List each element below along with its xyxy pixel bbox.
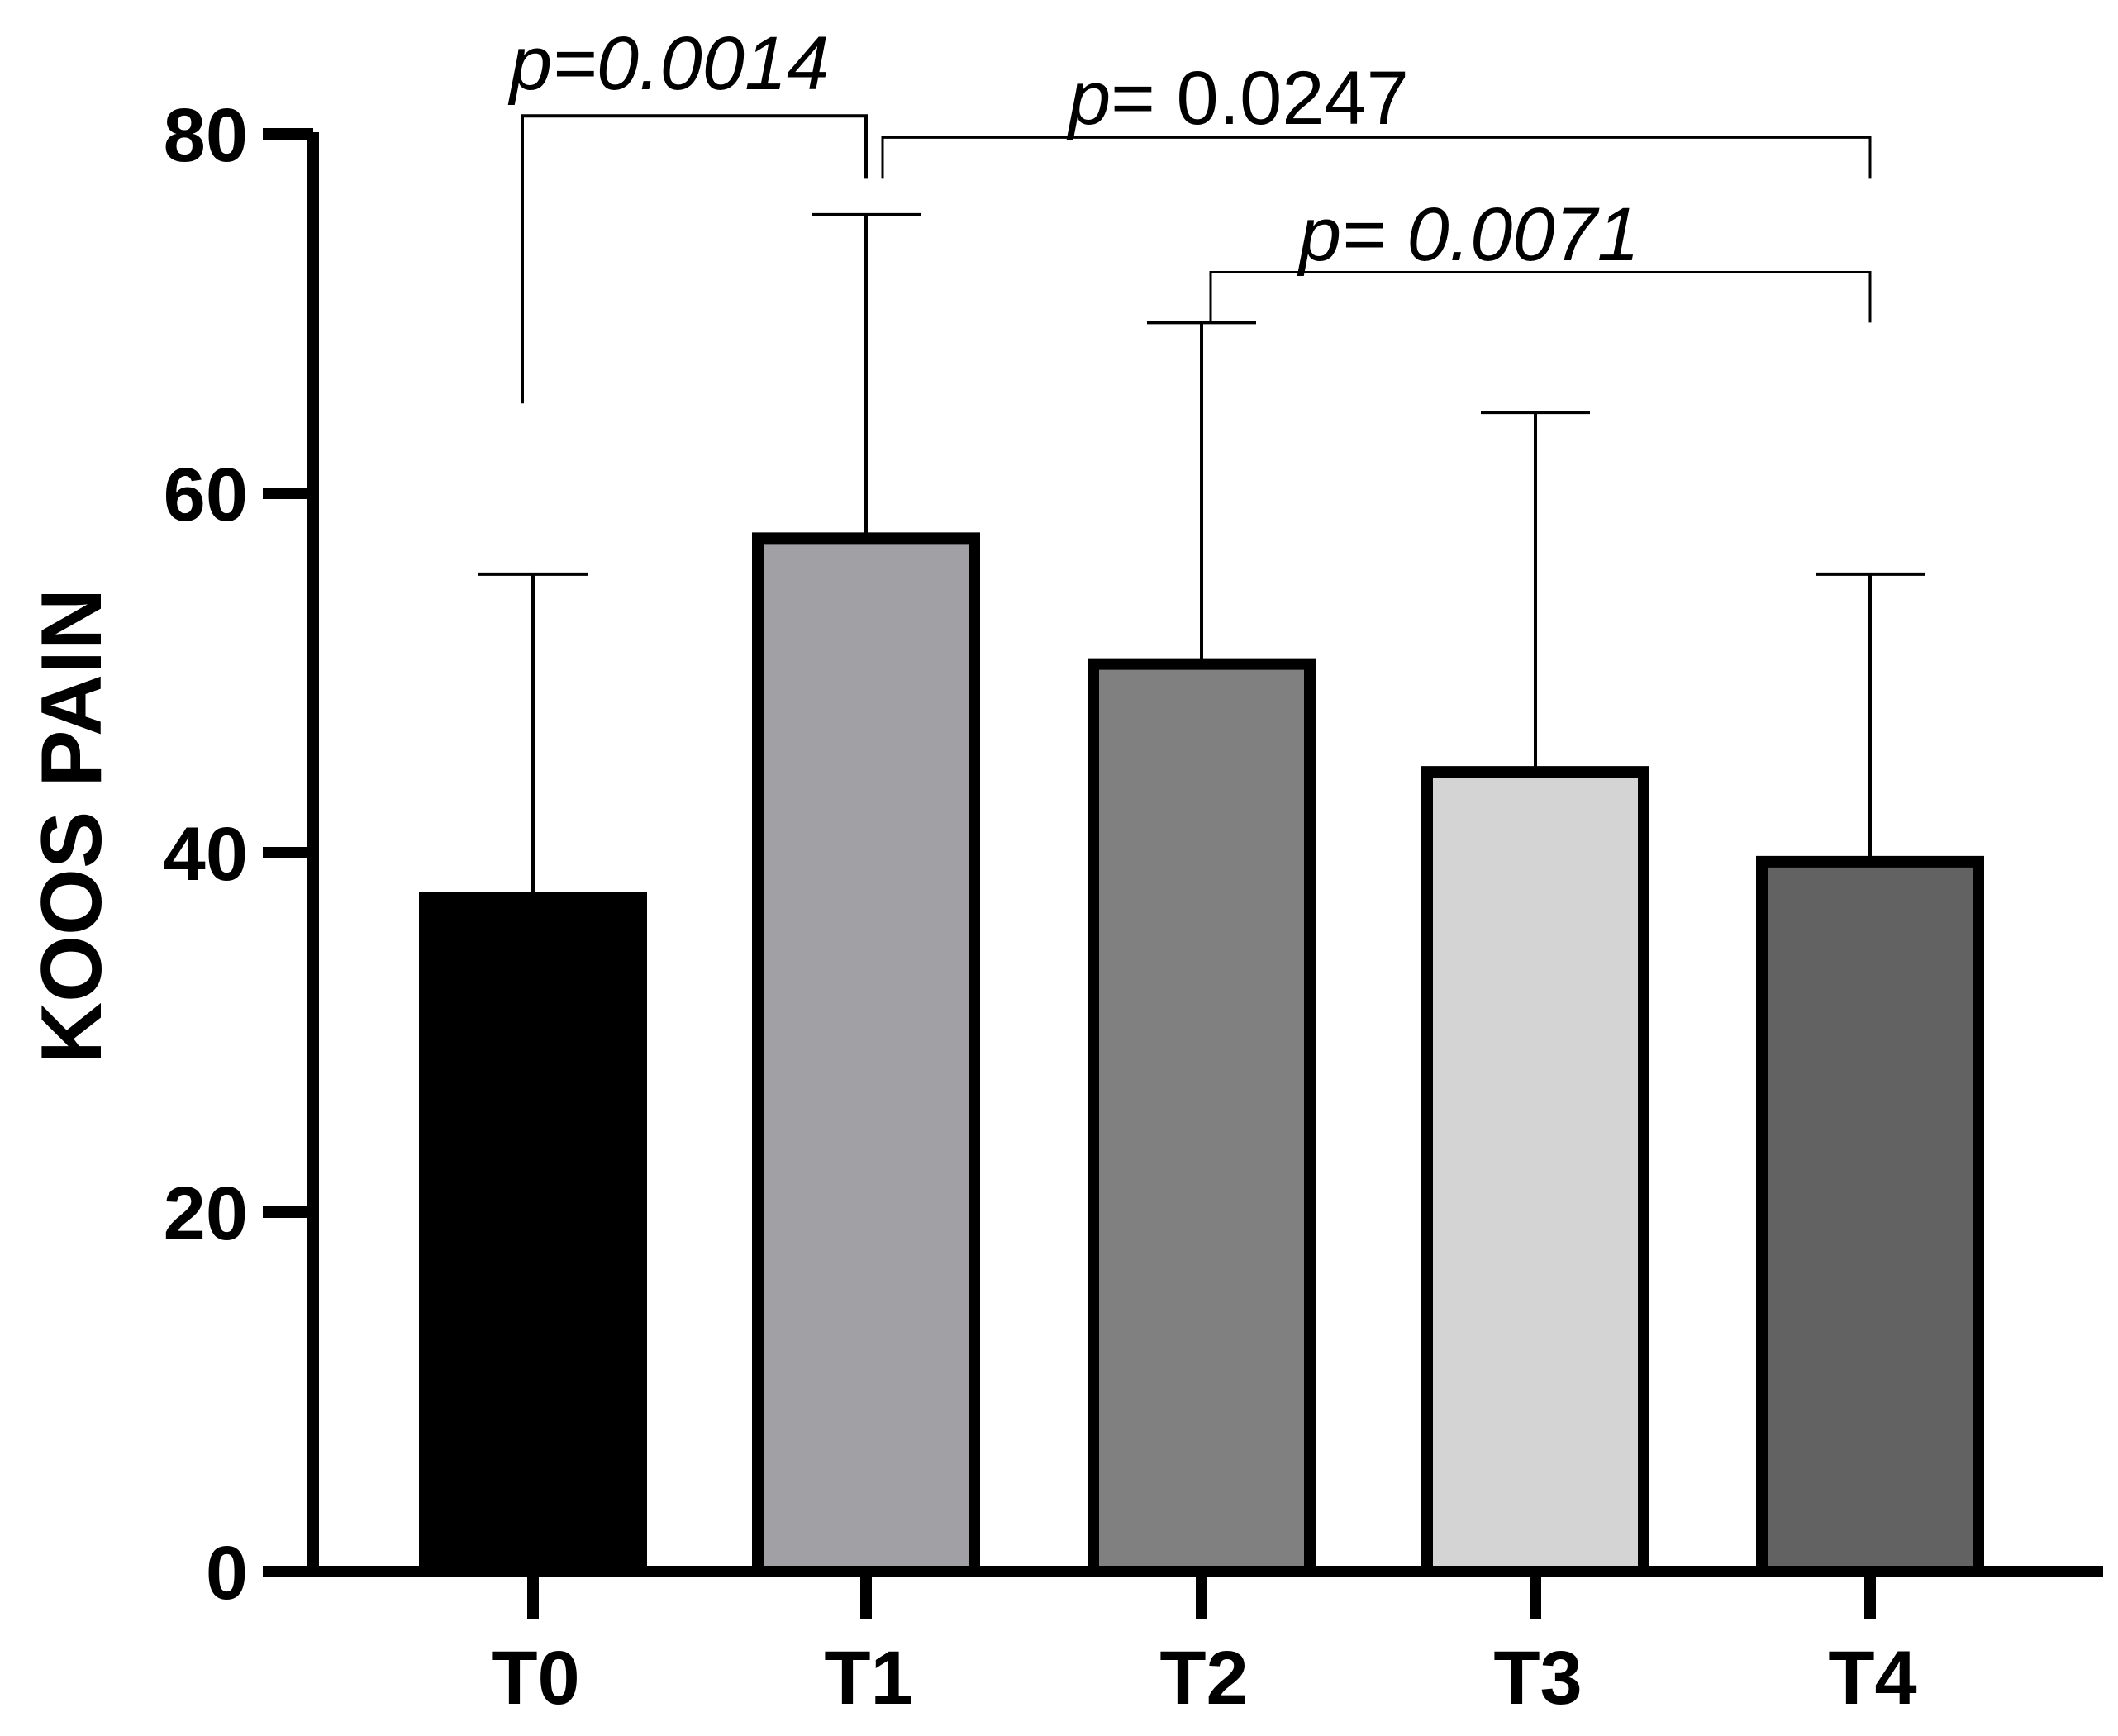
x-tick-label-T0: T0 (491, 1636, 579, 1720)
significance-bracket-T0-T1 (521, 114, 868, 404)
x-ticks-layer: T0 T1 T2 T3 T4 (491, 1572, 1917, 1720)
y-tick-label-60: 60 (164, 453, 248, 537)
p-symbol: p (1297, 193, 1341, 277)
y-axis-title: KOOS PAIN (24, 588, 120, 1064)
p-value-label-T2-T4: p= 0.0071 (1297, 193, 1640, 277)
p-value: =0.0014 (552, 21, 829, 106)
y-tick-label-40: 40 (164, 812, 248, 897)
bar-T4 (1756, 855, 1984, 1577)
p-value-label-T1-T4: p= 0.0247 (1066, 56, 1409, 140)
bars-layer (419, 532, 1984, 1577)
p-symbol: p (1066, 56, 1111, 140)
p-value: = 0.0071 (1341, 193, 1640, 277)
error-bars-layer (478, 212, 1925, 898)
bar-T0 (419, 892, 647, 1577)
significance-bracket-T2-T4 (1209, 270, 1872, 323)
y-ticks-layer: 0 20 40 60 80 (164, 93, 313, 1615)
y-tick-label-80: 80 (164, 93, 248, 178)
x-tick-label-T1: T1 (824, 1636, 912, 1720)
x-tick-label-T2: T2 (1159, 1636, 1248, 1720)
x-tick-label-T4: T4 (1828, 1636, 1916, 1720)
y-tick-label-0: 0 (206, 1531, 248, 1615)
bar-T3 (1421, 766, 1649, 1577)
p-value-label-T0-T1: p=0.0014 (507, 21, 829, 106)
significance-bracket-T1-T4 (881, 136, 1872, 179)
x-tick-label-T3: T3 (1493, 1636, 1582, 1720)
bar-T1 (752, 532, 980, 1577)
p-value: = 0.0247 (1111, 56, 1409, 140)
y-tick-label-20: 20 (164, 1172, 248, 1256)
p-symbol: p (507, 21, 552, 106)
bar-T2 (1088, 658, 1316, 1577)
